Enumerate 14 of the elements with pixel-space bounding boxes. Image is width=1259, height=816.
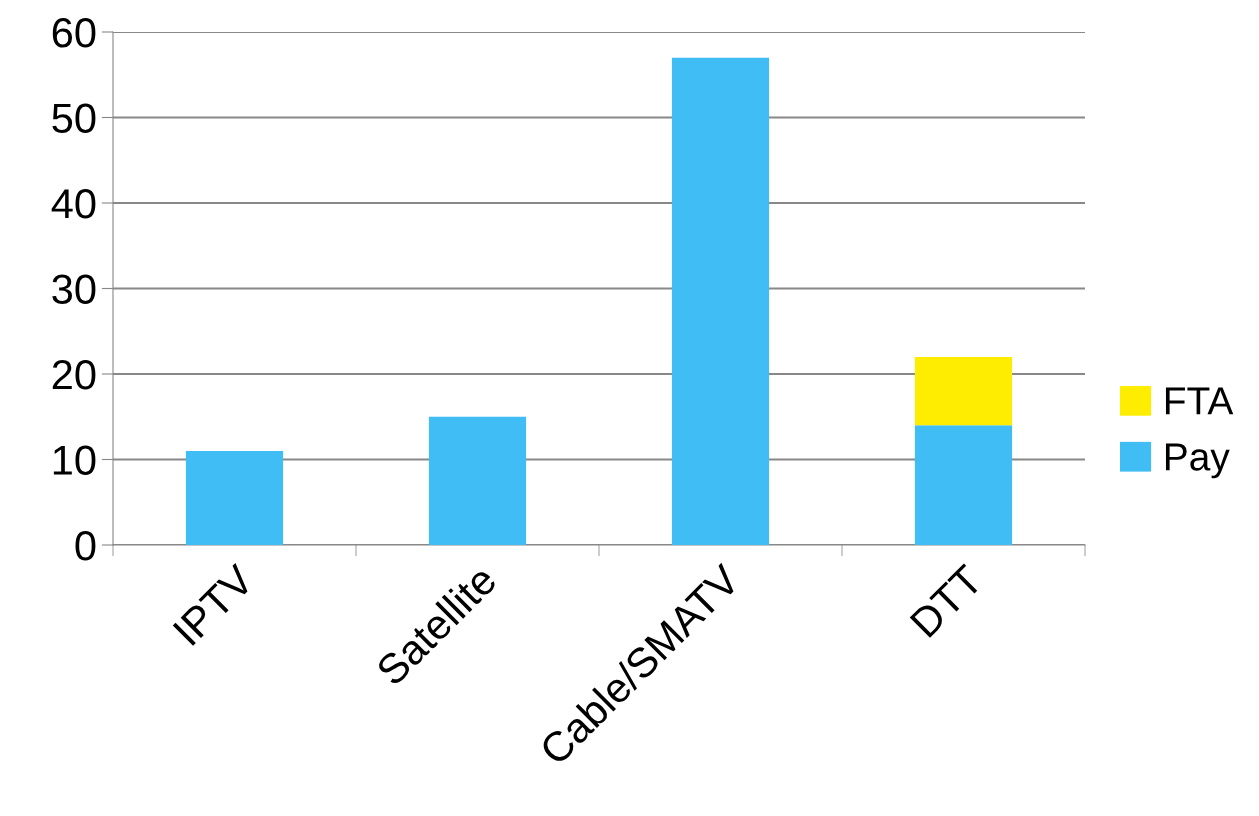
legend-label: FTA xyxy=(1165,387,1234,415)
bar xyxy=(428,416,527,545)
y-tick-label: 30 xyxy=(52,274,96,305)
legend-label: Pay xyxy=(1165,443,1230,479)
bar xyxy=(914,425,1013,545)
y-tick-label: 20 xyxy=(52,360,96,390)
bar xyxy=(185,450,284,545)
y-tick-label: 10 xyxy=(53,445,96,476)
y-tick-label: 0 xyxy=(75,531,96,561)
y-tick-label: 50 xyxy=(52,103,96,134)
bar xyxy=(671,57,770,545)
y-tick-label: 60 xyxy=(52,18,96,48)
bar xyxy=(914,356,1013,426)
y-tick-label: 40 xyxy=(51,189,96,219)
